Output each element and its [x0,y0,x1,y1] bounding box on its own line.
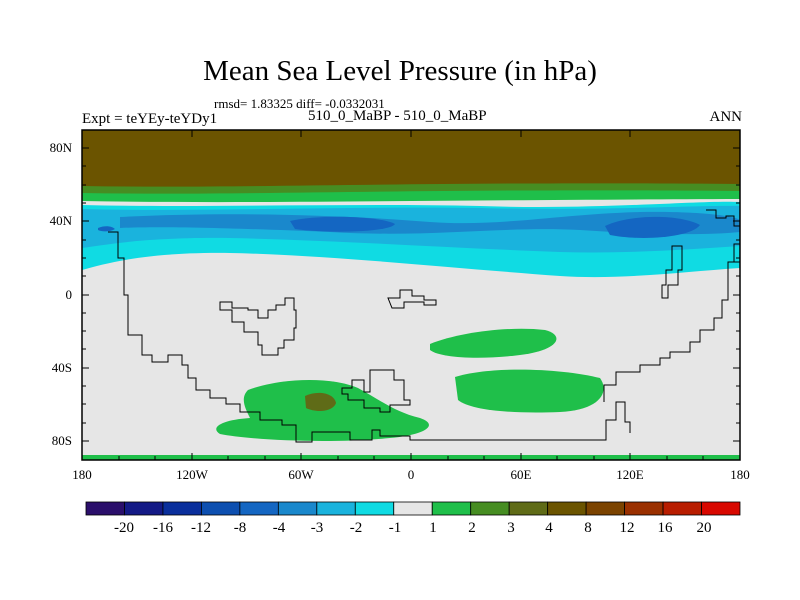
coastline-east [603,209,740,402]
colorbar-label: -2 [349,520,363,536]
lon-ticks [118,130,704,460]
low-center-pacific [605,216,700,238]
colorbar-swatch [316,501,356,516]
colorbar-swatch [354,501,395,516]
colorbar-swatch [393,501,433,516]
lat-label: 80S [51,433,72,448]
lat-label: 40S [51,360,72,375]
comparison-label: 510_0_MaBP - 510_0_MaBP [308,108,487,124]
colorbar-swatch [124,501,164,516]
colorbar-label: -8 [233,520,247,536]
colorbar-label: 1 [429,520,437,536]
colorbar-swatch [431,501,472,516]
band-plus2 [82,190,740,203]
colorbar-swatch [547,501,587,516]
contour-fields [82,130,740,460]
colorbar-label: -12 [191,520,211,536]
colorbar-label: -20 [114,520,134,536]
positive-blob-indian [455,369,604,413]
colorbar-swatch [277,501,318,516]
lon-label: 0 [407,467,415,482]
positive-peak-south [305,392,336,411]
colorbar-label: 3 [507,520,515,536]
coastline-central-island [219,297,297,356]
colorbar-label: 16 [657,520,673,536]
colorbar-swatch [239,501,279,516]
lat-label: 80N [49,140,72,155]
colorbar-label: -4 [272,520,286,536]
colorbar-label: 4 [545,520,553,536]
colorbar-swatch [470,501,510,516]
coastlines [108,209,740,443]
lon-label: 180 [72,467,92,482]
positive-blob-equatorial [430,328,557,358]
colorbar-label: 12 [619,520,635,536]
lon-label: 120W [176,467,208,482]
colorbar-swatch [85,501,125,516]
colorbar-swatch [624,501,664,516]
coastline-east-peninsula [661,245,683,299]
colorbar-swatch [508,501,549,516]
lon-label: 180 [730,467,750,482]
colorbar-label: -3 [310,520,324,536]
band-minus3 [120,211,740,235]
lat-label: 0 [65,287,73,302]
colorbar-label: 20 [696,520,712,536]
arctic-high-field [82,130,740,190]
experiment-label: Expt = teYEy-teYDy1 [82,111,218,127]
colorbar-label: 2 [468,520,476,536]
colorbar-swatch [585,501,625,516]
lon-label: 120E [616,467,644,482]
colorbar [85,501,741,516]
low-center-west [98,226,115,232]
coastline-south-block [341,369,411,413]
lon-label: 60W [288,467,314,482]
lat-ticks [82,147,740,442]
lat-label: 40N [49,213,72,228]
colorbar-swatch [701,501,741,516]
low-center-atlantic [290,216,395,232]
coastline-south [108,231,631,443]
colorbar-label: -1 [388,520,402,536]
colorbar-label: -16 [153,520,173,536]
colorbar-swatch [201,501,241,516]
stats-label: rmsd= 1.83325 diff= -0.0332031 [214,96,385,111]
colorbar-label: 8 [584,520,592,536]
colorbar-swatch [162,501,202,516]
coastline-small-island [387,289,437,309]
season-label: ANN [709,109,743,125]
colorbar-swatch [662,501,702,516]
map-title: Mean Sea Level Pressure (in hPa) [203,55,597,87]
lon-label: 60E [510,467,532,482]
